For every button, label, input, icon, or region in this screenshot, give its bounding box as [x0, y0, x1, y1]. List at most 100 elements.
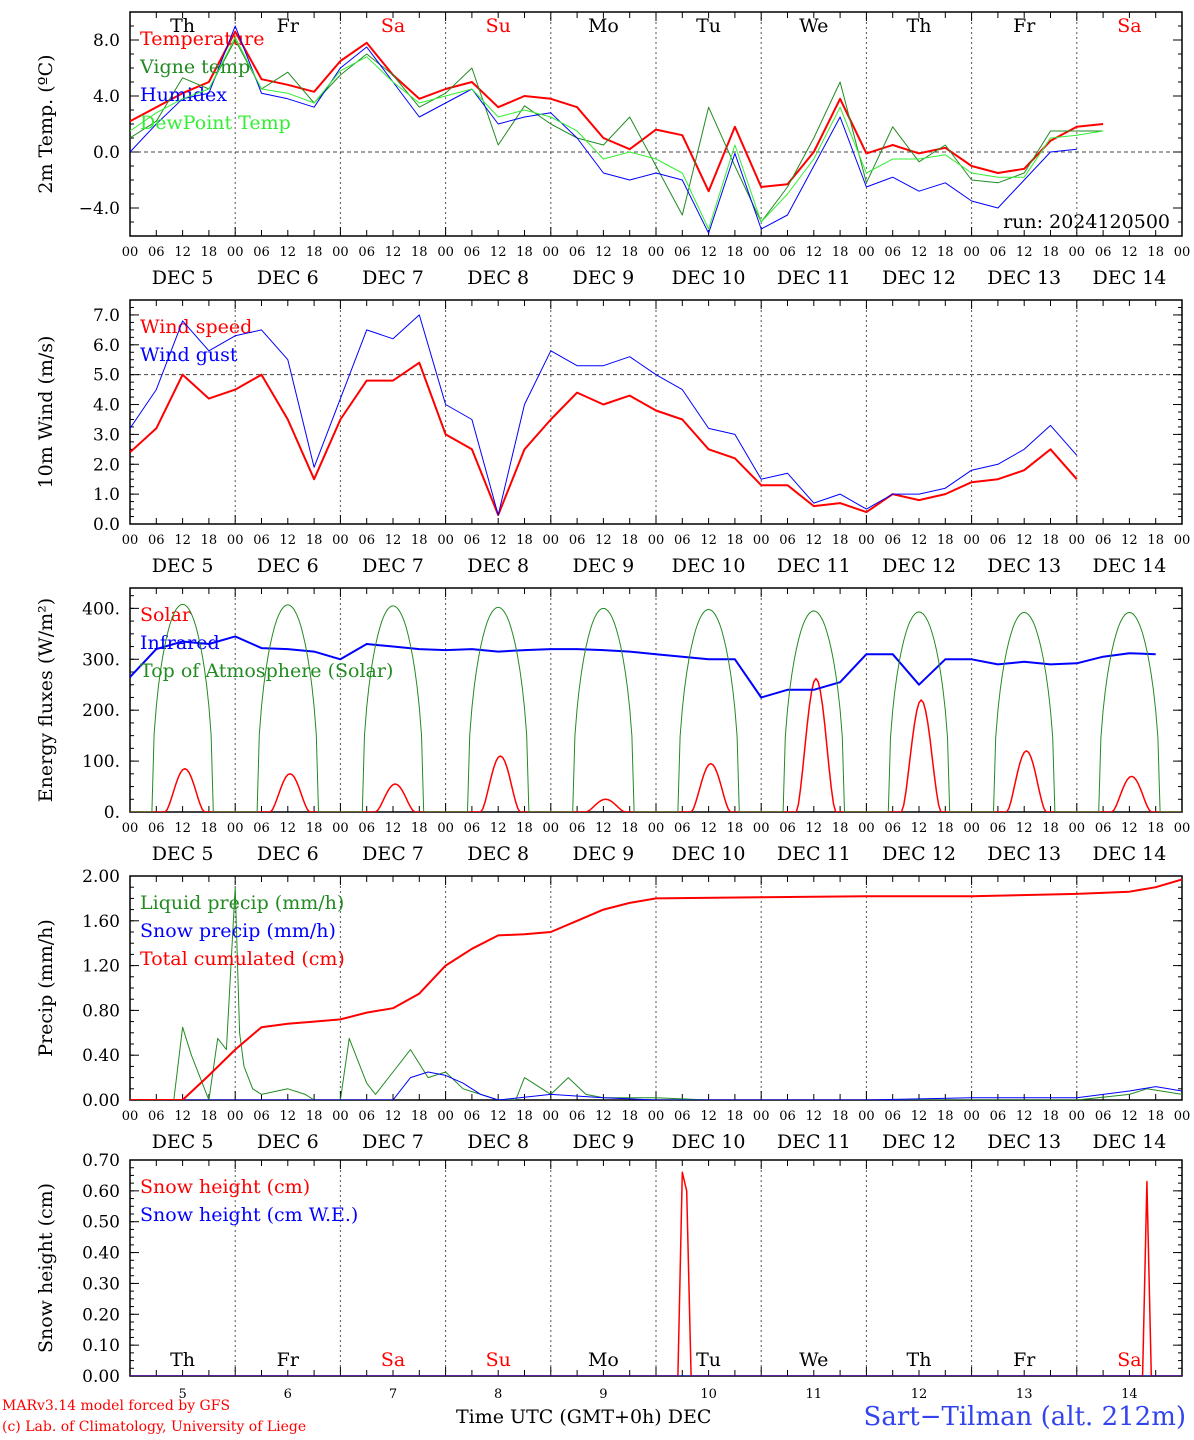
hour-tick-label: 00 — [648, 821, 665, 836]
y-tick-label: 0.40 — [82, 1244, 120, 1264]
hour-tick-label: 00 — [543, 533, 560, 548]
hour-tick-label: 00 — [753, 821, 770, 836]
hour-tick-label: 12 — [385, 1109, 402, 1124]
legend-label: Vigne temp — [139, 56, 250, 78]
hour-tick-label: 18 — [727, 533, 744, 548]
date-label: DEC 5 — [152, 267, 214, 289]
hour-tick-label: 12 — [1121, 245, 1138, 260]
hour-tick-label: 00 — [543, 1109, 560, 1124]
y-tick-label: 0.40 — [82, 1046, 120, 1066]
hour-tick-label: 12 — [174, 1109, 191, 1124]
hour-tick-label: 06 — [464, 245, 481, 260]
hour-tick-label: 00 — [1174, 1109, 1191, 1124]
legend-label: Infrared — [140, 632, 220, 654]
hour-tick-label: 18 — [1042, 821, 1059, 836]
hour-tick-label: 12 — [700, 245, 717, 260]
hour-tick-label: 06 — [253, 821, 270, 836]
hour-tick-label: 18 — [832, 821, 849, 836]
y-axis-label: Precip (mm/h) — [35, 919, 57, 1057]
day-name-label: Fr — [1013, 1349, 1036, 1371]
day-name-label: Sa — [1117, 15, 1141, 37]
day-number-label: 13 — [1016, 1387, 1033, 1402]
date-label: DEC 7 — [362, 1131, 424, 1153]
hour-tick-label: 06 — [674, 1109, 691, 1124]
date-label: DEC 14 — [1092, 843, 1166, 865]
day-number-label: 8 — [494, 1387, 502, 1402]
date-label: DEC 5 — [152, 1131, 214, 1153]
series-line-precip-2 — [130, 878, 1182, 1100]
hour-tick-label: 06 — [884, 821, 901, 836]
hour-tick-label: 06 — [779, 821, 796, 836]
series-line-energy-2 — [130, 603, 1182, 812]
day-name-label: Fr — [1013, 15, 1036, 37]
hour-tick-label: 18 — [516, 821, 533, 836]
hour-tick-label: 12 — [280, 821, 297, 836]
series-line-temperature-2 — [130, 25, 1077, 234]
y-tick-label: 0.70 — [82, 1151, 120, 1171]
y-tick-label: 4.0 — [93, 87, 120, 107]
hour-tick-label: 12 — [595, 533, 612, 548]
legend-label: Temperature — [140, 28, 264, 50]
date-label: DEC 6 — [257, 843, 319, 865]
hour-tick-label: 18 — [621, 1109, 638, 1124]
hour-tick-label: 18 — [306, 1109, 323, 1124]
y-axis-label: Energy fluxes (W/m²) — [35, 598, 57, 802]
hour-tick-label: 00 — [1174, 245, 1191, 260]
day-name-label: Sa — [1117, 1349, 1141, 1371]
date-label: DEC 8 — [467, 843, 529, 865]
day-name-label: Mo — [588, 1349, 619, 1371]
y-tick-label: 2.00 — [82, 867, 120, 887]
hour-tick-label: 12 — [1016, 821, 1033, 836]
legend-label: Top of Atmosphere (Solar) — [140, 660, 393, 682]
date-label: DEC 14 — [1092, 1131, 1166, 1153]
day-number-label: 11 — [806, 1387, 823, 1402]
day-name-label: Th — [170, 15, 195, 37]
hour-tick-label: 00 — [1174, 533, 1191, 548]
series-line-precip-1 — [130, 1071, 1182, 1100]
hour-tick-label: 06 — [569, 533, 586, 548]
hour-tick-label: 06 — [990, 245, 1007, 260]
legend-label: Snow height (cm) — [140, 1176, 310, 1198]
hour-tick-label: 00 — [963, 821, 980, 836]
hour-tick-label: 18 — [937, 821, 954, 836]
series-line-temperature-3 — [130, 36, 1104, 230]
hour-tick-label: 12 — [280, 1109, 297, 1124]
hour-tick-label: 12 — [595, 821, 612, 836]
hour-tick-label: 06 — [358, 245, 375, 260]
date-label: DEC 14 — [1092, 267, 1166, 289]
hour-tick-label: 18 — [1042, 245, 1059, 260]
y-tick-label: 0.30 — [82, 1274, 120, 1294]
hour-tick-label: 18 — [621, 245, 638, 260]
y-axis-label: Snow height (cm) — [35, 1183, 57, 1353]
y-tick-label: 0.0 — [93, 143, 120, 163]
y-tick-label: 8.0 — [93, 31, 120, 51]
legend-label: Snow height (cm W.E.) — [140, 1204, 358, 1226]
hour-tick-label: 18 — [937, 1109, 954, 1124]
hour-tick-label: 18 — [201, 533, 218, 548]
hour-tick-label: 00 — [648, 1109, 665, 1124]
hour-tick-label: 06 — [148, 1109, 165, 1124]
y-tick-label: 0.00 — [82, 1091, 120, 1111]
hour-tick-label: 06 — [884, 533, 901, 548]
hour-tick-label: 00 — [227, 1109, 244, 1124]
y-tick-label: 4.0 — [93, 396, 120, 416]
hour-tick-label: 12 — [1121, 533, 1138, 548]
date-label: DEC 6 — [257, 1131, 319, 1153]
hour-tick-label: 18 — [832, 1109, 849, 1124]
hour-tick-label: 18 — [727, 245, 744, 260]
model-credit-line: MARv3.14 model forced by GFS — [2, 1398, 231, 1414]
y-tick-label: 0.80 — [82, 1001, 120, 1021]
y-tick-label: 6.0 — [93, 336, 120, 356]
date-label: DEC 10 — [672, 1131, 746, 1153]
hour-tick-label: 12 — [490, 1109, 507, 1124]
date-label: DEC 8 — [467, 555, 529, 577]
hour-tick-label: 18 — [306, 533, 323, 548]
hour-tick-label: 00 — [122, 245, 139, 260]
hour-tick-label: 06 — [1095, 533, 1112, 548]
hour-tick-label: 00 — [963, 245, 980, 260]
y-tick-label: 1.20 — [82, 957, 120, 977]
series-line-wind-0 — [130, 361, 1078, 516]
hour-tick-label: 00 — [1069, 821, 1086, 836]
hour-tick-label: 18 — [411, 821, 428, 836]
